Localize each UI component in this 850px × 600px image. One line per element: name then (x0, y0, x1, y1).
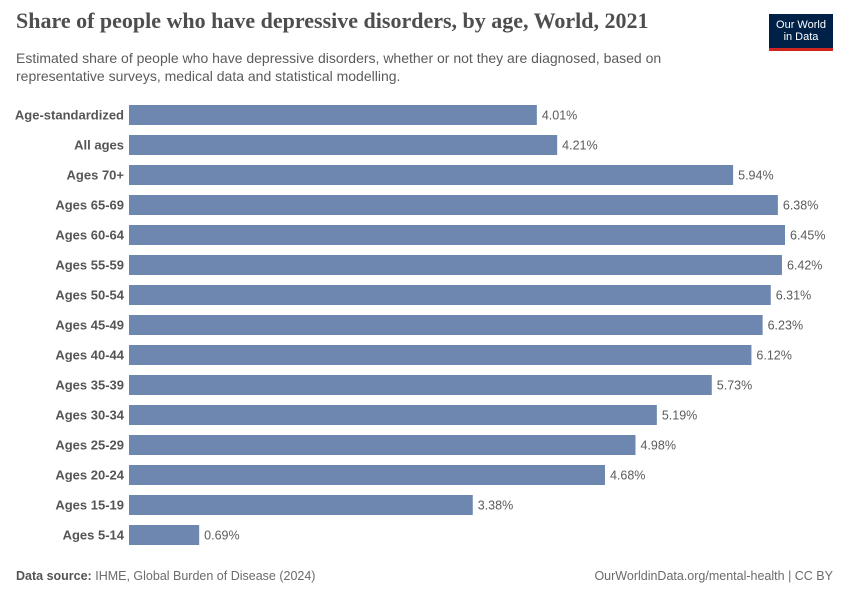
value-label: 5.19% (662, 408, 697, 422)
value-label: 5.73% (717, 378, 752, 392)
value-label: 4.98% (640, 438, 675, 452)
y-tick-label: Ages 30-34 (55, 407, 124, 422)
source-url[interactable]: OurWorldinData.org/mental-health | CC BY (594, 569, 833, 583)
source-label: Data source: (16, 569, 92, 583)
y-tick-label: Age-standardized (15, 107, 124, 122)
value-label: 0.69% (204, 528, 239, 542)
y-tick-label: Ages 25-29 (55, 437, 124, 452)
source-text: IHME, Global Burden of Disease (2024) (95, 569, 316, 583)
chart: Age-standardized 4.01% All ages 4.21% Ages 7… (15, 105, 825, 545)
bar (129, 105, 537, 125)
source: Data source: IHME, Global Burden of Dise… (16, 569, 315, 583)
chart-title: Share of people who have depressive diso… (16, 8, 649, 33)
bar (129, 435, 636, 455)
y-tick-label: Ages 65-69 (55, 197, 124, 212)
y-tick-label: Ages 5-14 (63, 527, 125, 542)
y-tick-label: Ages 45-49 (55, 317, 124, 332)
value-label: 4.21% (562, 138, 597, 152)
bar (129, 405, 657, 425)
chart-subtitle: Estimated share of people who have depre… (16, 50, 662, 84)
bar (129, 285, 771, 305)
value-label: 6.23% (768, 318, 803, 332)
bar (129, 465, 605, 485)
bar (129, 135, 558, 155)
bar (129, 495, 473, 515)
y-tick-label: Ages 70+ (67, 167, 125, 182)
value-label: 4.01% (542, 108, 577, 122)
bar (129, 345, 752, 365)
bar (129, 195, 778, 215)
value-label: 3.38% (478, 498, 513, 512)
bar (129, 525, 200, 545)
y-tick-label: Ages 35-39 (55, 377, 124, 392)
logo-text: in Data (783, 31, 819, 43)
logo-text: Our World (776, 19, 826, 31)
y-tick-label: Ages 50-54 (55, 287, 124, 302)
bar (129, 165, 734, 185)
value-label: 4.68% (610, 468, 645, 482)
y-tick-label: All ages (74, 137, 124, 152)
y-tick-label: Ages 20-24 (55, 467, 124, 482)
bar (129, 315, 763, 335)
bar (129, 375, 712, 395)
y-tick-label: Ages 55-59 (55, 257, 124, 272)
logo[interactable]: Our World in Data (769, 14, 833, 51)
bar (129, 225, 785, 245)
value-label: 5.94% (738, 168, 773, 182)
value-label: 6.12% (756, 348, 791, 362)
bar (129, 255, 782, 275)
value-label: 6.45% (790, 228, 825, 242)
value-label: 6.38% (783, 198, 818, 212)
value-label: 6.31% (776, 288, 811, 302)
y-tick-label: Ages 40-44 (55, 347, 124, 362)
y-tick-label: Ages 15-19 (55, 497, 124, 512)
y-tick-label: Ages 60-64 (55, 227, 124, 242)
value-label: 6.42% (787, 258, 822, 272)
